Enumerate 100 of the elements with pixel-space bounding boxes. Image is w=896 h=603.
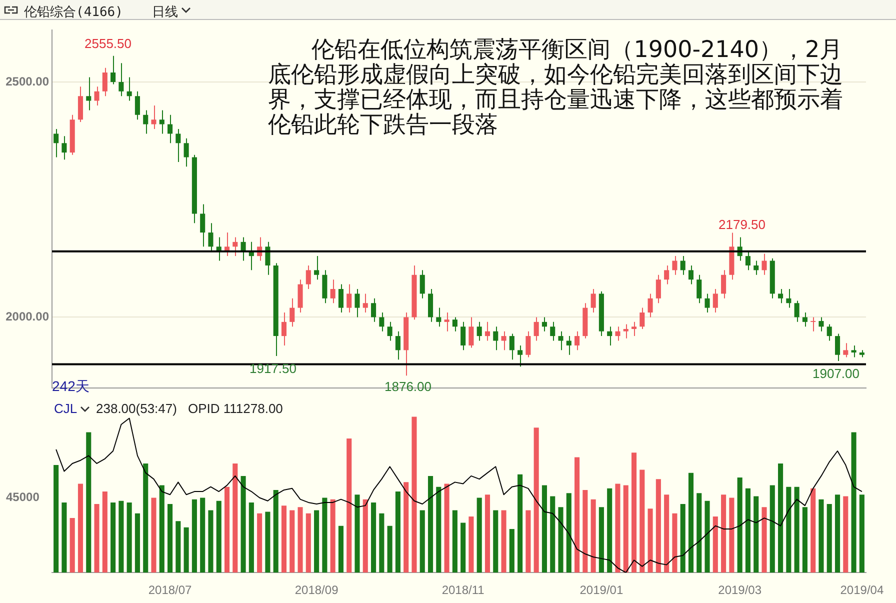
bar (306, 513, 311, 573)
bar (550, 496, 556, 573)
bar (615, 484, 620, 573)
bar (818, 499, 824, 573)
bar (151, 498, 156, 573)
bar (843, 496, 848, 573)
bar (598, 507, 604, 573)
x-tick-label: 2019/01 (580, 583, 624, 598)
bar (558, 507, 564, 573)
bar (273, 490, 278, 573)
y-tick-label: 2500.00 (6, 74, 50, 88)
bar (232, 463, 238, 573)
bar (86, 432, 92, 573)
bar (143, 463, 148, 573)
bar (126, 502, 132, 573)
bar (240, 476, 246, 573)
bar (452, 510, 458, 573)
bar (298, 507, 303, 573)
annotation: 1876.00 (384, 379, 432, 394)
bar (159, 485, 164, 573)
bar (574, 457, 580, 573)
chart-title: 伦铅综合(4166) (24, 4, 123, 21)
bar (444, 484, 450, 573)
bar (428, 476, 434, 573)
bar (534, 428, 539, 573)
bar (248, 502, 254, 573)
bar (631, 452, 637, 573)
bar (688, 472, 694, 573)
chart-title: CJL (54, 401, 78, 416)
bar (420, 510, 425, 573)
bar (338, 526, 344, 573)
bar (542, 485, 547, 573)
x-tick-label: 2018/11 (442, 583, 485, 598)
bar (680, 504, 686, 573)
bar (484, 494, 490, 573)
bar (192, 499, 197, 573)
bar (770, 485, 775, 573)
bar (590, 499, 596, 573)
candlestick (810, 317, 816, 332)
bar (257, 513, 262, 573)
annotation: 1907.00 (812, 366, 860, 381)
bar (387, 526, 392, 573)
bar (623, 485, 628, 573)
bar (712, 516, 718, 573)
text: 238.00(53:47) (96, 401, 177, 416)
annotation: 2555.50 (84, 36, 132, 51)
bar (354, 494, 360, 573)
bar (330, 499, 336, 573)
bar (290, 510, 295, 573)
bar (607, 488, 612, 573)
text: OPID 111278.00 (188, 401, 283, 416)
bar (404, 482, 409, 573)
chart-subtitle: 日线 (152, 3, 178, 21)
bar (859, 494, 864, 573)
bar (362, 499, 368, 573)
bar (696, 493, 702, 573)
bar (168, 504, 173, 573)
bar (721, 494, 726, 573)
bar (656, 479, 661, 573)
bar (493, 510, 498, 573)
bar (208, 510, 214, 573)
bar (379, 513, 384, 573)
bar (729, 498, 734, 573)
bar (468, 516, 474, 573)
bar (851, 432, 856, 573)
bar (460, 522, 466, 573)
bar (794, 486, 800, 573)
bar (802, 507, 808, 573)
bar (78, 484, 84, 573)
bar (118, 500, 124, 573)
bar (102, 492, 108, 573)
bar (737, 478, 742, 573)
bar (314, 510, 320, 573)
bar (745, 488, 750, 573)
bar (436, 486, 442, 573)
bar (664, 494, 670, 573)
bar (476, 498, 482, 573)
bar (216, 500, 222, 573)
bar (412, 416, 417, 573)
bar (371, 502, 376, 573)
bar (509, 528, 514, 573)
bar (70, 518, 75, 573)
bar (94, 504, 100, 573)
bar (648, 508, 653, 573)
bar (526, 510, 531, 573)
y-tick-label: 2000.00 (6, 310, 50, 324)
bar (54, 465, 59, 573)
bar (778, 463, 784, 573)
bar (281, 506, 287, 573)
bar (834, 494, 840, 573)
bar (265, 512, 270, 573)
bar (322, 498, 328, 573)
bar (810, 488, 816, 573)
bar (176, 521, 181, 573)
annotation: 242天 (52, 378, 90, 396)
bar (704, 500, 710, 573)
bar (786, 486, 792, 573)
bar (762, 507, 767, 573)
x-tick-label: 2018/07 (148, 583, 192, 598)
x-tick-label: 2019/03 (718, 583, 762, 598)
